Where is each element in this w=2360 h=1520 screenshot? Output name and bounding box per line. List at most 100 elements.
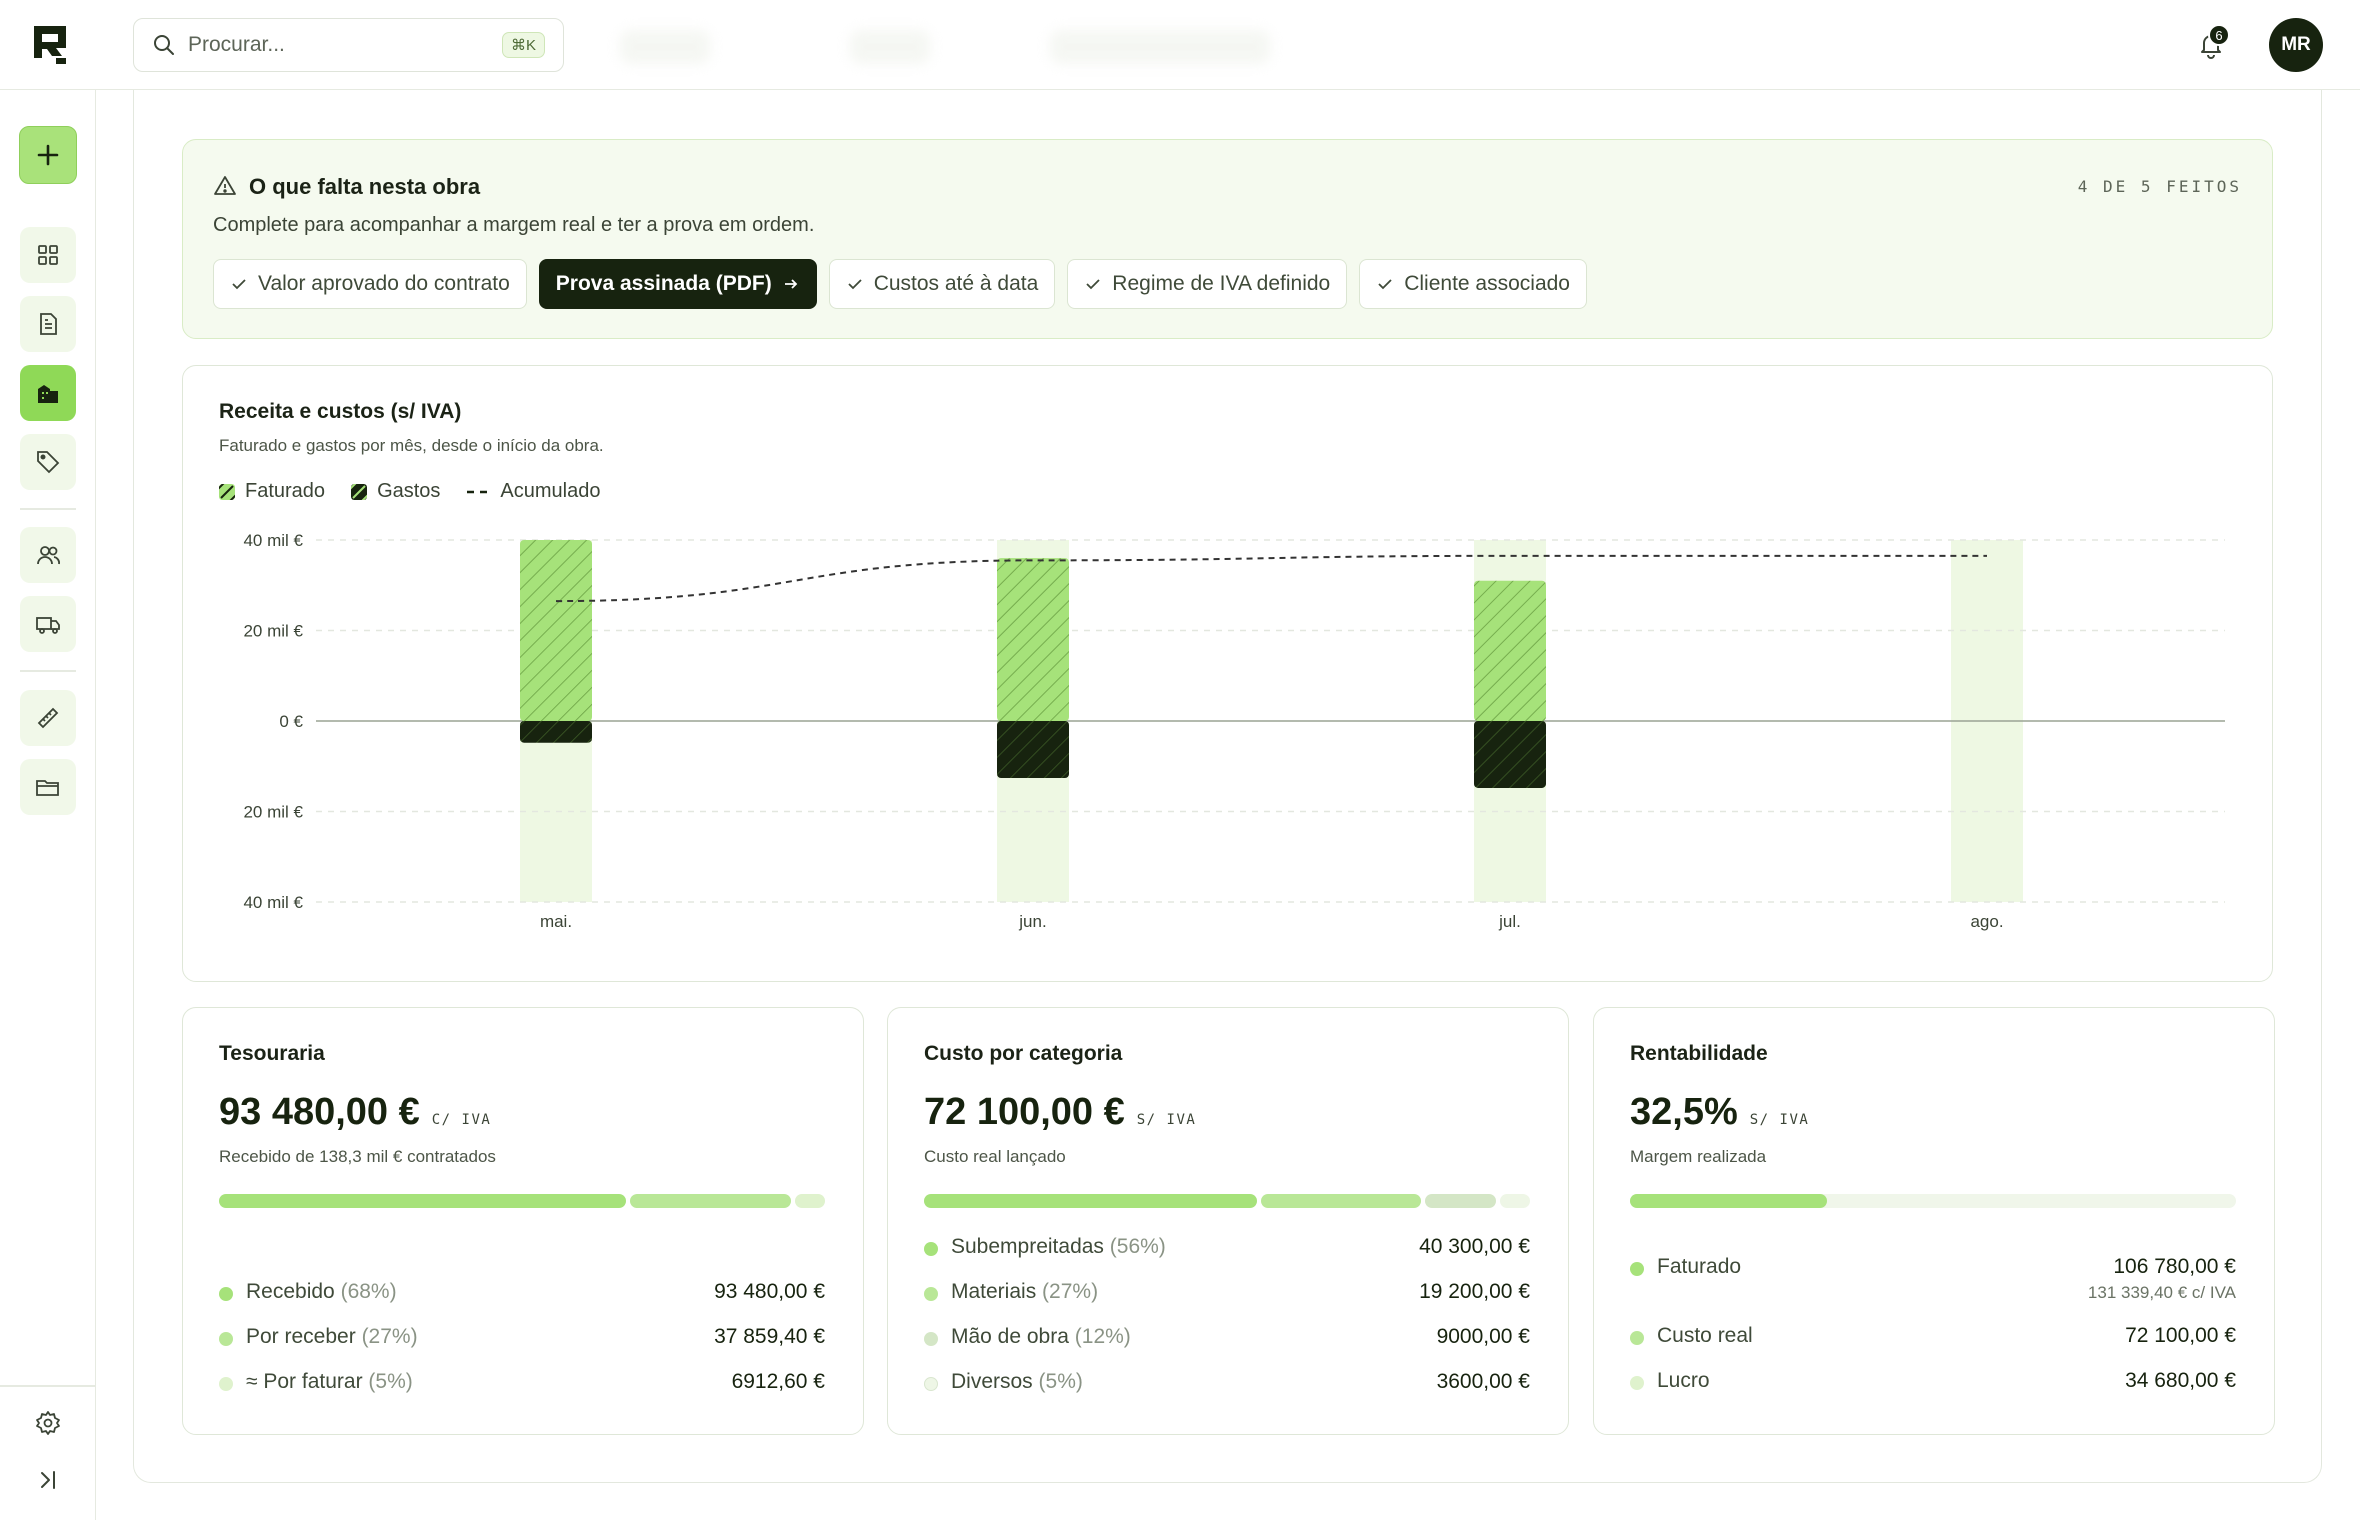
chart-legend: Faturado Gastos Acumulado [219,480,600,503]
sidebar-item-tags[interactable] [20,434,76,490]
sidebar [0,90,96,1520]
chip-client[interactable]: Cliente associado [1359,259,1587,309]
margin-progress-bar [1630,1194,2236,1208]
margin-fill [1630,1194,1827,1208]
new-item-button[interactable] [19,126,77,184]
cost-stacked-bar [924,1194,1530,1208]
cost-by-category-card: Custo por categoria 72 100,00 € S/ IVA C… [887,1007,1569,1435]
legend-swatch-gastos [351,483,368,500]
row-value: 93 480,00 € [714,1280,825,1303]
list-item: Faturado 106 780,00 € 131 339,40 € c/ IV… [1630,1255,2236,1324]
treasury-rows: Recebido (68%) 93 480,00 € Por receber (… [219,1280,825,1415]
legend-faturado[interactable]: Faturado [219,480,325,503]
bar-segment [1260,1194,1422,1208]
row-label: Lucro [1657,1369,1710,1392]
legend-label: Faturado [245,480,326,502]
profitability-card: Rentabilidade 32,5% S/ IVA Margem realiz… [1593,1007,2275,1435]
sidebar-item-documents[interactable] [20,296,76,352]
row-label: Mão de obra [951,1325,1069,1348]
card-subtitle: Margem realizada [1630,1147,1767,1166]
row-value: 40 300,00 € [1419,1235,1530,1258]
gear-icon[interactable] [34,1409,62,1437]
legend-swatch-acumulado [467,490,488,493]
blurred-tab [850,30,930,64]
plus-icon [37,144,59,166]
row-value: 72 100,00 € [2125,1324,2236,1347]
folder-icon [36,780,59,796]
bar-segment [629,1194,792,1208]
sidebar-item-clients[interactable] [20,527,76,583]
sidebar-item-suppliers[interactable] [20,596,76,652]
search-input[interactable]: Procurar... ⌘K [133,18,564,72]
logo-icon[interactable] [26,22,72,68]
list-item: Mão de obra (12%) 9000,00 € [924,1325,1530,1370]
row-percent: (12%) [1074,1325,1131,1348]
bar-faturado [997,558,1069,721]
blurred-tab [620,30,710,64]
row-value: 19 200,00 € [1419,1280,1530,1303]
y-tick-label: 40 mil € [243,531,303,550]
chip-label: Cliente associado [1404,272,1570,295]
y-tick-label: 20 mil € [243,622,303,641]
cost-amount: 72 100,00 € S/ IVA [924,1091,1196,1134]
chip-signed-proof-button[interactable]: Prova assinada (PDF) [538,259,817,309]
search-shortcut-badge: ⌘K [501,32,545,58]
legend-swatch-faturado [219,483,235,500]
sidebar-item-files[interactable] [20,759,76,815]
y-tick-label: 20 mil € [243,803,303,822]
legend-label: Gastos [377,480,441,502]
sidebar-divider [20,670,76,672]
legend-gastos[interactable]: Gastos [351,480,440,503]
treasury-amount: 93 480,00 € C/ IVA [219,1091,491,1134]
arrow-right-icon [784,279,797,289]
check-icon [1378,279,1392,290]
line-acumulado [555,554,1987,603]
chart-title: Receita e custos (s/ IVA) [219,400,462,423]
bar-faturado [520,540,592,721]
row-label: Por receber [246,1325,356,1348]
x-tick-label: ago. [1970,912,2003,931]
bar-faturado [1474,580,1546,721]
collapse-icon[interactable] [34,1466,62,1494]
row-value: 6912,60 € [731,1370,825,1393]
y-tick-label: 40 mil € [243,893,303,912]
row-value-with-vat: 131 339,40 € c/ IVA [2087,1283,2236,1302]
chip-label: Valor aprovado do contrato [258,272,510,295]
list-item: Diversos (5%) 3600,00 € [924,1370,1530,1415]
bar-gastos [1474,721,1546,788]
bar-segment [795,1194,825,1208]
status-dot [924,1242,938,1256]
users-icon [37,546,60,565]
status-dot [219,1377,233,1391]
chip-contract-value[interactable]: Valor aprovado do contrato [213,259,527,309]
avatar[interactable]: MR [2269,18,2323,72]
legend-acumulado[interactable]: Acumulado [466,480,600,503]
row-percent: (5%) [368,1370,413,1393]
card-title: Custo por categoria [924,1042,1123,1065]
row-label: Materiais [951,1280,1037,1303]
check-icon [848,279,862,290]
amount-value: 32,5% [1630,1091,1738,1133]
row-value: 37 859,40 € [714,1325,825,1348]
building-icon [38,385,58,403]
sidebar-item-dashboard[interactable] [20,227,76,283]
status-dot [924,1332,938,1346]
bar-segment [924,1194,1257,1208]
sidebar-item-measure[interactable] [20,690,76,746]
profitability-rows: Faturado 106 780,00 € 131 339,40 € c/ IV… [1630,1255,2236,1414]
row-percent: (27%) [1042,1280,1099,1303]
card-subtitle: Custo real lançado [924,1147,1066,1166]
chip-costs-to-date[interactable]: Custos até à data [828,259,1056,309]
status-dot [1630,1262,1644,1276]
chip-vat-regime[interactable]: Regime de IVA definido [1067,259,1348,309]
chip-label: Regime de IVA definido [1112,272,1331,295]
blurred-tab [1050,30,1270,64]
sidebar-divider [20,508,76,510]
amount-unit: S/ IVA [1136,1112,1197,1128]
sidebar-item-obras[interactable] [20,365,76,421]
chip-label: Prova assinada (PDF) [555,272,772,295]
chart-subtitle: Faturado e gastos por mês, desde o iníci… [219,436,604,455]
row-percent: (56%) [1109,1235,1166,1258]
list-item: Custo real 72 100,00 € [1630,1324,2236,1369]
check-icon [232,279,246,290]
